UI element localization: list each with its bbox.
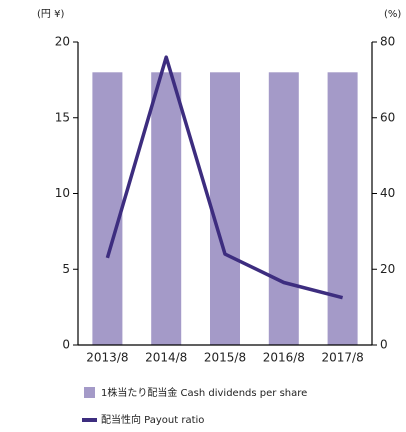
x-tick-label: 2014/8 bbox=[145, 351, 187, 365]
y-unit: (円 ¥) bbox=[37, 9, 64, 20]
x-tick-label: 2013/8 bbox=[86, 351, 128, 365]
y2-tick-label: 0 bbox=[380, 338, 388, 352]
y-tick-label: 15 bbox=[55, 110, 70, 124]
y-tick-label: 5 bbox=[62, 262, 70, 276]
y-tick-label: 0 bbox=[62, 338, 70, 352]
bar bbox=[92, 72, 123, 346]
legend-label: 配当性向 Payout ratio bbox=[101, 413, 204, 426]
y2-unit: (%) bbox=[384, 9, 401, 20]
y-tick-label: 10 bbox=[55, 186, 70, 200]
bar bbox=[327, 72, 358, 346]
y2-tick-label: 20 bbox=[380, 262, 395, 276]
y-tick-label: 20 bbox=[55, 35, 70, 49]
x-tick-label: 2016/8 bbox=[263, 351, 305, 365]
y2-tick-label: 60 bbox=[380, 110, 395, 124]
x-tick-label: 2015/8 bbox=[204, 351, 246, 365]
bar bbox=[210, 72, 240, 346]
legend-label: 1株当たり配当金 Cash dividends per share bbox=[101, 386, 307, 399]
y2-tick-label: 80 bbox=[380, 35, 395, 49]
x-tick-label: 2017/8 bbox=[321, 351, 363, 365]
bar bbox=[268, 72, 299, 346]
bar bbox=[151, 72, 182, 346]
line bbox=[105, 55, 344, 300]
y2-tick-label: 40 bbox=[380, 186, 395, 200]
legend-swatch bbox=[84, 387, 95, 398]
